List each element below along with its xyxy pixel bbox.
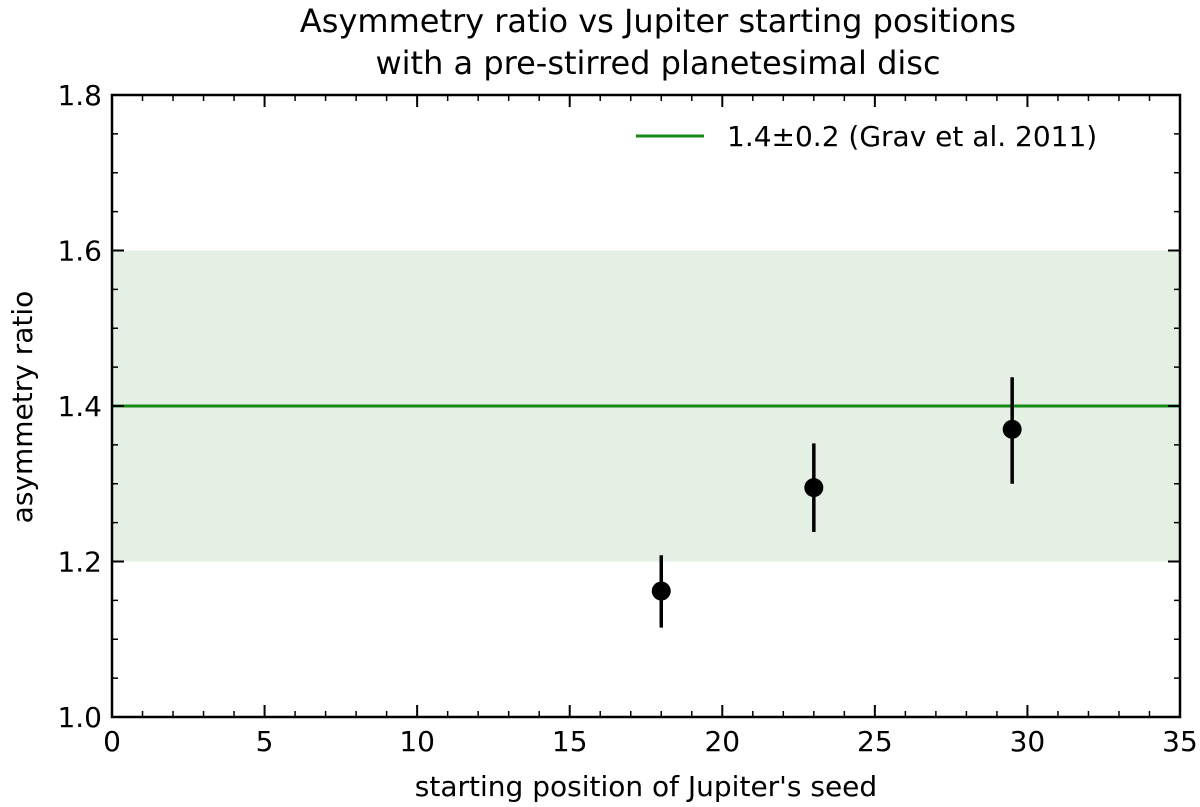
- y-tick-label: 1.0: [57, 701, 102, 734]
- x-tick-label: 0: [103, 725, 121, 758]
- chart-title-line-2: with a pre-stirred planetesimal disc: [375, 44, 940, 82]
- x-tick-label: 20: [704, 725, 740, 758]
- x-tick-label: 30: [1010, 725, 1046, 758]
- x-tick-label: 15: [552, 725, 588, 758]
- x-axis-label: starting position of Jupiter's seed: [415, 770, 877, 803]
- y-tick-label: 1.8: [57, 79, 102, 112]
- y-tick-label: 1.2: [57, 546, 102, 579]
- y-tick-label: 1.6: [57, 235, 102, 268]
- data-point: [651, 581, 671, 601]
- data-point: [1002, 419, 1022, 439]
- x-tick-label: 25: [857, 725, 893, 758]
- y-tick-label: 1.4: [57, 390, 102, 423]
- plot-area-frame: [110, 93, 1182, 719]
- y-axis-label: asymmetry ratio: [6, 291, 39, 524]
- x-tick-label: 35: [1162, 725, 1198, 758]
- x-tick-label: 10: [399, 725, 435, 758]
- data-point: [804, 478, 824, 498]
- legend: 1.4±0.2 (Grav et al. 2011): [636, 120, 1097, 153]
- legend-label: 1.4±0.2 (Grav et al. 2011): [727, 120, 1097, 153]
- x-tick-label: 5: [256, 725, 274, 758]
- chart-title-line-1: Asymmetry ratio vs Jupiter starting posi…: [300, 2, 1016, 40]
